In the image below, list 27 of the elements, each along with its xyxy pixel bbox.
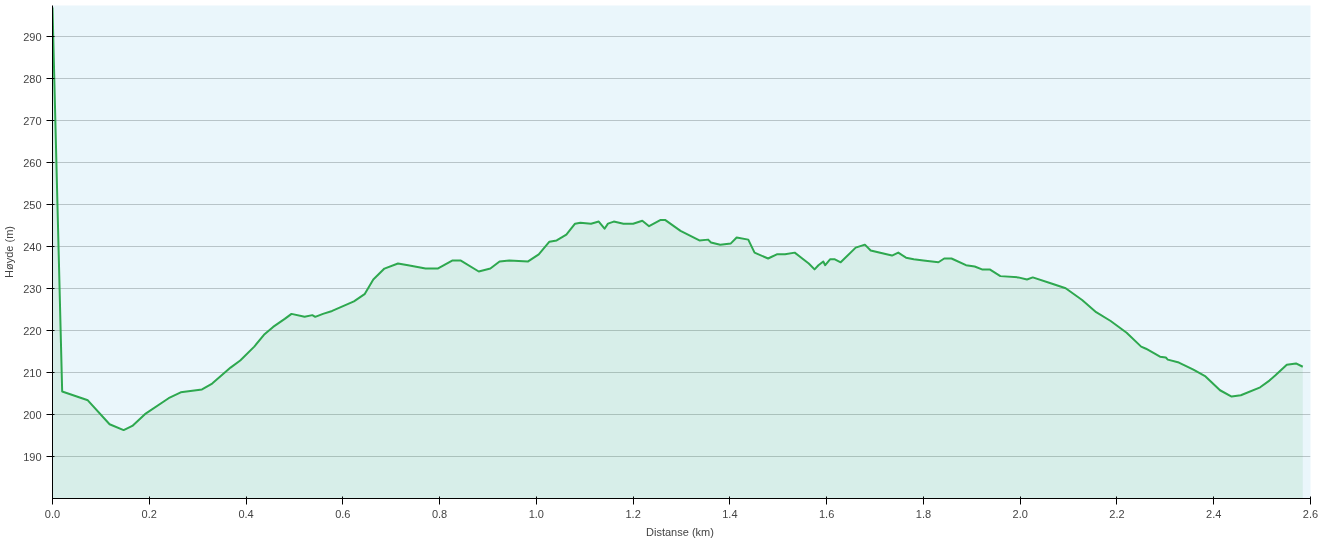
x-tick-label: 0.0 (44, 507, 61, 520)
y-axis-title: Høyde (m) (3, 226, 16, 278)
y-tick-label: 270 (23, 114, 42, 127)
x-tick-label: 1.6 (819, 507, 835, 520)
x-tick-label: 0.2 (141, 507, 157, 520)
x-axis-title: Distanse (km) (646, 525, 714, 538)
x-tick-label: 1.2 (625, 507, 641, 520)
x-tick-label: 1.4 (722, 507, 738, 520)
y-tick-label: 250 (23, 198, 42, 211)
x-tick-label: 0.4 (238, 507, 254, 520)
x-tick-label: 2.0 (1012, 507, 1028, 520)
y-tick-label: 240 (23, 240, 42, 253)
y-tick-label: 210 (23, 366, 42, 379)
y-tick-label: 260 (23, 156, 42, 169)
x-tick-label: 2.6 (1302, 507, 1319, 520)
x-tick-label: 0.6 (335, 507, 351, 520)
y-tick-label: 220 (23, 324, 42, 337)
y-tick-label: 190 (23, 450, 42, 463)
y-tick-label: 230 (23, 282, 42, 295)
x-tick-label: 1.0 (528, 507, 544, 520)
x-tick-label: 2.4 (1206, 507, 1222, 520)
y-tick-label: 280 (23, 72, 42, 85)
y-tick-label: 200 (23, 408, 42, 421)
x-tick-label: 1.8 (915, 507, 932, 520)
y-tick-label: 290 (23, 30, 42, 43)
x-tick-label: 0.8 (431, 507, 448, 520)
x-tick-label: 2.2 (1109, 507, 1125, 520)
